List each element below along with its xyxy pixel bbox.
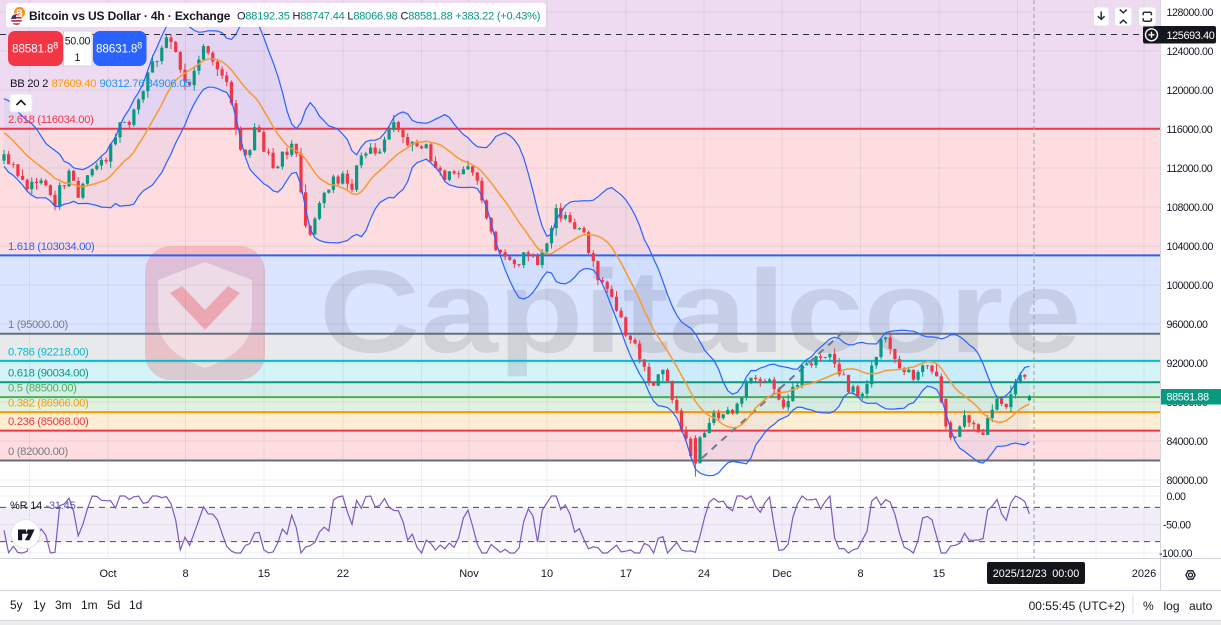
svg-text:120000.00: 120000.00 [1167, 85, 1214, 97]
svg-text:84000.00: 84000.00 [1167, 436, 1208, 448]
svg-text:-50.00: -50.00 [1163, 519, 1191, 531]
svg-text:104000.00: 104000.00 [1167, 241, 1214, 253]
svg-text:15: 15 [933, 568, 945, 580]
svg-text:2.618 (116034.00): 2.618 (116034.00) [8, 114, 94, 126]
svg-text:5d: 5d [107, 598, 120, 612]
svg-text:0.236 (85068.00): 0.236 (85068.00) [8, 416, 89, 428]
svg-text:%: % [1143, 599, 1154, 613]
svg-text:8: 8 [182, 568, 188, 580]
svg-text:%R 14-31.45: %R 14 -31.45 [10, 500, 76, 512]
svg-text:0.382 (86966.00): 0.382 (86966.00) [8, 398, 89, 410]
svg-text:0.618 (90034.00): 0.618 (90034.00) [8, 368, 89, 380]
svg-text:88581.88: 88581.88 [1167, 391, 1210, 403]
svg-text:92000.00: 92000.00 [1167, 358, 1208, 370]
svg-text:O88192.35 H88747.44 L88066.98: O88192.35 H88747.44 L88066.98 C88581.88 … [237, 11, 540, 23]
svg-text:0.786 (92218.00): 0.786 (92218.00) [8, 346, 89, 358]
svg-text:15: 15 [258, 568, 270, 580]
svg-text:3m: 3m [55, 598, 72, 612]
svg-text:100000.00: 100000.00 [1167, 280, 1214, 292]
svg-text:88631.88: 88631.88 [96, 41, 142, 56]
svg-text:112000.00: 112000.00 [1167, 163, 1213, 175]
svg-text:B: B [16, 8, 23, 18]
svg-text:22: 22 [337, 568, 349, 580]
svg-text:Nov: Nov [459, 568, 479, 580]
svg-text:2025/12/23 00:00: 2025/12/23 00:00 [993, 568, 1079, 580]
svg-text:1y: 1y [33, 598, 46, 612]
svg-text:0.00: 0.00 [1167, 491, 1187, 503]
svg-text:-100.00: -100.00 [1159, 548, 1193, 560]
svg-text:50.00: 50.00 [65, 36, 91, 48]
svg-text:00:55:45 (UTC+2): 00:55:45 (UTC+2) [1029, 599, 1125, 613]
svg-text:124000.00: 124000.00 [1167, 46, 1214, 58]
svg-text:24: 24 [698, 568, 710, 580]
svg-text:96000.00: 96000.00 [1167, 319, 1208, 331]
svg-text:108000.00: 108000.00 [1167, 202, 1214, 214]
svg-text:80000.00: 80000.00 [1167, 475, 1208, 487]
svg-text:1: 1 [75, 52, 81, 64]
svg-text:116000.00: 116000.00 [1167, 124, 1213, 136]
svg-text:1m: 1m [81, 598, 98, 612]
svg-text:125693.40: 125693.40 [1167, 30, 1215, 42]
svg-text:Capitalcore: Capitalcore [319, 246, 1081, 377]
svg-text:1d: 1d [129, 598, 142, 612]
svg-text:128000.00: 128000.00 [1167, 7, 1214, 19]
svg-text:88581.88: 88581.88 [12, 41, 58, 56]
svg-text:0 (82000.00): 0 (82000.00) [8, 446, 68, 458]
svg-text:1.618 (103034.00): 1.618 (103034.00) [8, 241, 95, 253]
svg-text:10: 10 [541, 568, 553, 580]
svg-text:Bitcoin vs US Dollar · 4h · Ex: Bitcoin vs US Dollar · 4h · Exchange [29, 9, 231, 23]
svg-text:auto: auto [1189, 599, 1213, 613]
svg-text:1 (95000.00): 1 (95000.00) [8, 319, 68, 331]
svg-text:17: 17 [620, 568, 632, 580]
svg-text:log: log [1164, 599, 1180, 613]
svg-text:0.5 (88500.00): 0.5 (88500.00) [8, 383, 77, 395]
svg-text:8: 8 [857, 568, 863, 580]
svg-text:Dec: Dec [772, 568, 792, 580]
svg-text:Oct: Oct [99, 568, 116, 580]
svg-text:2026: 2026 [1132, 568, 1156, 580]
svg-text:5y: 5y [10, 598, 23, 612]
